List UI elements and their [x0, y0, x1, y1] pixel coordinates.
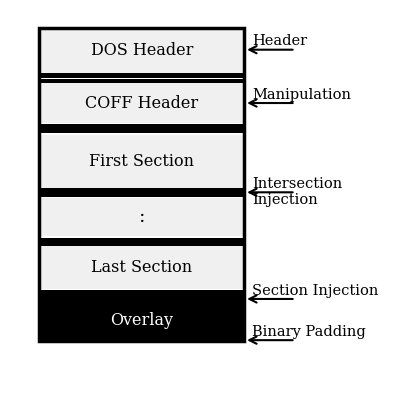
Bar — [39, 124, 244, 133]
Text: Overlay: Overlay — [110, 311, 173, 329]
Text: Manipulation: Manipulation — [252, 88, 351, 102]
Bar — [39, 135, 244, 188]
Bar — [39, 299, 244, 341]
Bar — [39, 246, 244, 289]
Bar — [39, 83, 244, 123]
Text: Binary Padding: Binary Padding — [252, 325, 366, 339]
Text: Last Section: Last Section — [91, 259, 192, 276]
Bar — [39, 198, 244, 236]
Text: Intersection: Intersection — [252, 177, 342, 191]
Bar — [39, 79, 244, 88]
Bar — [39, 238, 244, 246]
Bar — [39, 69, 244, 78]
Text: Injection: Injection — [252, 193, 318, 207]
Bar — [39, 290, 244, 299]
Text: DOS Header: DOS Header — [91, 42, 193, 59]
Text: First Section: First Section — [89, 153, 194, 170]
Bar — [39, 28, 244, 341]
Text: Header: Header — [252, 34, 307, 48]
Text: Section Injection: Section Injection — [252, 284, 379, 298]
Bar — [39, 188, 244, 197]
Text: :: : — [139, 208, 145, 226]
Bar — [39, 28, 244, 73]
Text: COFF Header: COFF Header — [85, 95, 199, 112]
